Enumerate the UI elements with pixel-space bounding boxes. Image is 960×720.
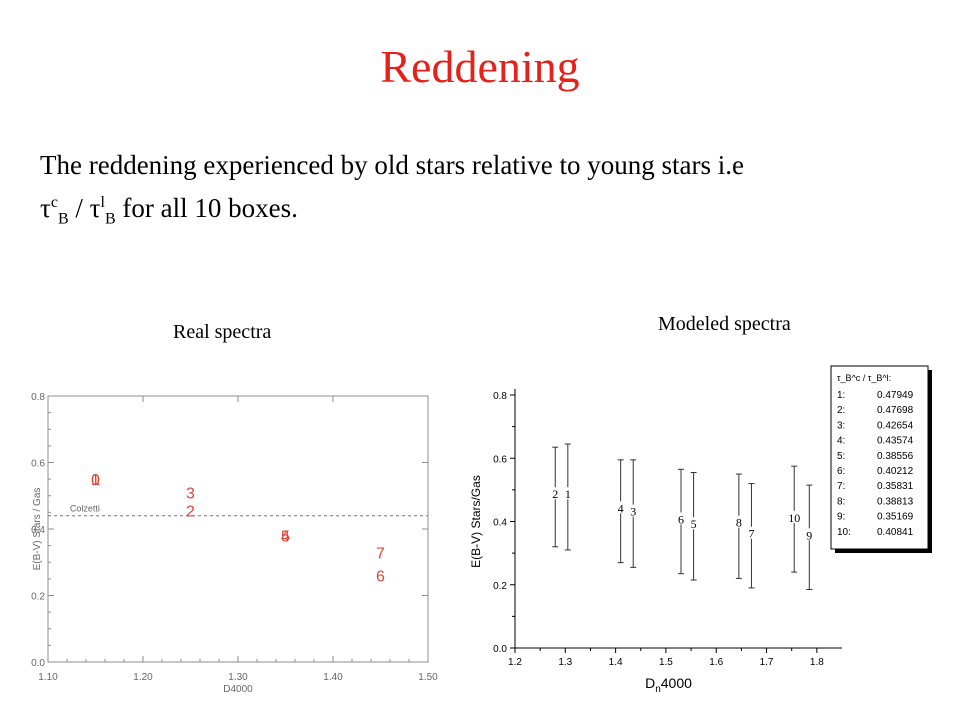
y-axis-label: E(B-V) Stars / Gas [32,488,43,571]
legend-entry-key: 4: [837,436,845,447]
data-point-label: 6 [376,569,385,586]
legend-entry-key: 6: [837,466,845,477]
real-spectra-chart: 1.10 1.20 1.30 1.40 1.500.00.20.40.60.8Colze… [28,378,448,700]
data-point-label: 1 [565,487,571,501]
x-tick-label: 1.3 [558,657,572,668]
data-point-label: 7 [376,545,385,562]
data-point-label: 3 [630,505,636,519]
y-tick-label: 0.8 [31,392,45,403]
y-tick-label: 0.2 [31,592,45,603]
data-point-label: 0 [91,472,100,489]
legend-entry-value: 0.47698 [877,405,914,416]
x-axis-label: D4000 [223,684,253,695]
ratio-slash: / [69,193,90,223]
legend-entry-value: 0.35831 [877,481,914,492]
legend-entry-key: 8: [837,496,845,507]
reference-line-label: Colzetti [70,504,100,514]
legend-entry-value: 0.40841 [877,527,914,538]
y-tick-label: 0.6 [31,459,45,470]
legend-header: τ_B^c / τ_B^l: [837,373,891,383]
y-tick-label: 0.4 [493,518,507,529]
legend-entry-key: 2: [837,405,845,416]
slide-title: Reddening [0,40,960,93]
x-tick-label: 1.6 [709,657,723,668]
legend-entry-value: 0.40212 [877,466,914,477]
x-tick-label: 1.2 [508,657,522,668]
superscript-l: l [101,194,105,211]
intro-line-1: The reddening experienced by old stars r… [40,146,940,184]
tau-symbol-c: τ [40,193,51,223]
x-tick-label: 1.8 [810,657,824,668]
legend-entry-key: 5: [837,451,845,462]
data-point-label: 4 [618,501,624,515]
y-tick-label: 0.0 [493,644,507,655]
plot-frame [48,396,428,662]
y-tick-label: 0.0 [31,658,45,669]
legend-entry-value: 0.35169 [877,512,914,523]
legend-entry-value: 0.47949 [877,390,914,401]
x-axis-label-tail: 4000 [661,675,692,691]
data-point-label: 5 [691,517,697,531]
y-tick-label: 0.6 [493,454,507,465]
x-tick-label: 1.50 [418,672,438,683]
y-tick-label: 0.8 [493,391,507,402]
x-tick-label: 1.4 [609,657,623,668]
data-point-label: 4 [281,529,290,546]
x-tick-label: 1.10 [38,672,58,683]
x-tick-label: 1.40 [323,672,343,683]
real-spectra-caption: Real spectra [173,321,271,344]
modeled-spectra-chart: 1.2 1.3 1.4 1.5 1.6 1.7 1.80.00.20.40.60.82 14 3… [462,360,940,700]
x-tick-label: 1.7 [760,657,774,668]
legend-entry-key: 10: [837,527,851,538]
data-point-label: 10 [788,511,800,525]
data-point-label: 3 [186,485,195,502]
data-point-label: 6 [678,513,684,527]
x-tick-label: 1.20 [133,672,153,683]
x-axis-label: Dn4000 [645,675,692,695]
x-axis-label-main: D [645,675,655,691]
data-point-label: 8 [736,516,742,530]
legend-entry-key: 1: [837,390,845,401]
intro-text: The reddening experienced by old stars r… [40,146,940,238]
superscript-c: c [51,194,58,211]
x-tick-label: 1.30 [228,672,248,683]
legend-entry-value: 0.43574 [877,436,914,447]
intro-line-2: τcB / τlB for all 10 boxes. [40,184,940,238]
legend-entry-key: 9: [837,512,845,523]
legend-entry-value: 0.42654 [877,420,914,431]
data-point-label: 2 [552,487,558,501]
subscript-b-1: B [58,210,69,227]
y-tick-label: 0.2 [493,581,507,592]
legend-entry-key: 3: [837,420,845,431]
tau-symbol-l: τ [90,193,101,223]
data-point-label: 9 [806,528,812,542]
legend-entry-value: 0.38556 [877,451,914,462]
legend-entry-key: 7: [837,481,845,492]
x-tick-label: 1.5 [659,657,673,668]
data-point-label: 7 [748,527,754,541]
data-point-label: 2 [186,504,195,521]
intro-tail: for all 10 boxes. [116,193,298,223]
y-axis-label: E(B-V) Stars/Gas [469,475,483,568]
legend-entry-value: 0.38813 [877,496,914,507]
modeled-spectra-caption: Modeled spectra [658,313,791,336]
subscript-b-2: B [105,210,116,227]
